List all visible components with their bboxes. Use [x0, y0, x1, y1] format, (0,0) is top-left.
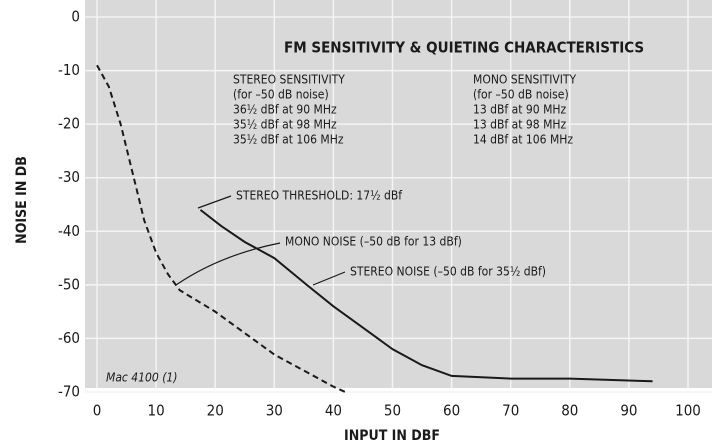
annotation: MONO SENSITIVITY: [473, 73, 577, 87]
x-tick-label: 100: [675, 402, 701, 420]
y-tick-label: -40: [58, 222, 80, 240]
annotation: STEREO THRESHOLD: 17½ dBf: [236, 189, 403, 203]
x-tick-label: 90: [620, 402, 637, 420]
annotation: Mac 4100 (1): [106, 371, 177, 385]
x-tick-label: 20: [207, 402, 224, 420]
y-tick-label: -50: [58, 275, 80, 293]
plot-background: [85, 0, 712, 388]
annotation: 14 dBf at 106 MHz: [473, 133, 573, 147]
y-tick-label: -10: [58, 61, 80, 79]
annotation: 35½ dBf at 106 MHz: [233, 133, 344, 147]
x-tick-label: 0: [93, 402, 102, 420]
y-tick-label: -60: [58, 329, 80, 347]
y-tick-label: 0: [71, 8, 80, 26]
x-tick-label: 80: [561, 402, 578, 420]
x-tick-label: 40: [325, 402, 342, 420]
annotation: STEREO SENSITIVITY: [233, 73, 345, 87]
annotation: 35½ dBf at 98 MHz: [233, 118, 337, 132]
y-tick-label: -70: [58, 383, 80, 401]
series-line: [96, 64, 346, 393]
x-tick-label: 10: [148, 402, 165, 420]
annotation: (for –50 dB noise): [233, 88, 329, 102]
annotation: 13 dBf at 98 MHz: [473, 118, 567, 132]
annotation: (for –50 dB noise): [473, 88, 569, 102]
pointer: [312, 271, 346, 286]
chart-title: FM SENSITIVITY & QUIETING CHARACTERISTIC…: [284, 39, 644, 57]
pointer: [175, 242, 281, 286]
x-axis-label: INPUT IN DBF: [344, 428, 440, 444]
x-tick-label: 60: [443, 402, 460, 420]
grid: [85, 0, 712, 393]
series-line: [199, 209, 653, 383]
legend-label: MONO NOISE (–50 dB for 13 dBf): [285, 235, 462, 249]
annotation: 13 dBf at 90 MHz: [473, 103, 567, 117]
x-tick-label: 70: [502, 402, 519, 420]
x-tick-label: 50: [384, 402, 401, 420]
legend-label: STEREO NOISE (–50 dB for 35½ dBf): [350, 265, 546, 279]
y-axis-label: NOISE IN DB: [14, 156, 30, 244]
y-tick-label: -30: [58, 168, 80, 186]
y-tick-label: -20: [58, 115, 80, 133]
x-tick-label: 30: [266, 402, 283, 420]
annotation: 36½ dBf at 90 MHz: [233, 103, 337, 117]
pointer: [197, 195, 232, 209]
